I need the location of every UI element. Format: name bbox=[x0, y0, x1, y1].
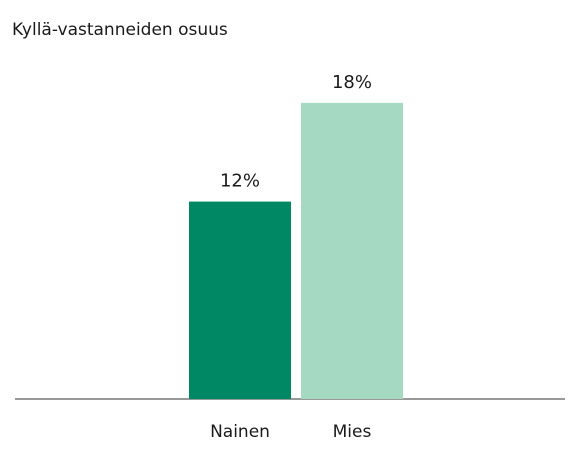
x-tick-label: Nainen bbox=[210, 422, 270, 442]
value-label: 12% bbox=[220, 171, 260, 192]
value-label: 18% bbox=[332, 72, 372, 93]
bar bbox=[301, 102, 403, 400]
bar bbox=[189, 201, 291, 399]
chart-title: Kyllä-vastanneiden osuus bbox=[12, 20, 228, 40]
x-tick-label: Mies bbox=[333, 422, 372, 442]
